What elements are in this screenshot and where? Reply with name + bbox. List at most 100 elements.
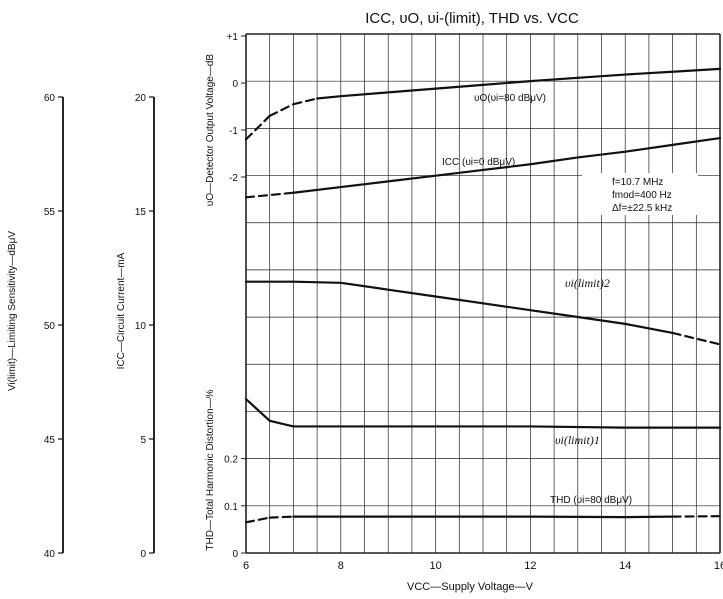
series-line-segment [387,87,437,94]
x-axis-label: VCC—Supply Voltage—V [407,581,534,593]
data-point [292,192,294,194]
data-point [340,95,342,97]
conditions-box [582,173,698,215]
data-point [719,68,721,70]
icc-tick-label: 20 [135,93,147,104]
data-point [292,516,294,518]
data-point [624,73,626,76]
vi-limit-tick-label: 50 [44,321,56,332]
data-point [387,425,389,428]
data-point [529,309,532,311]
data-point [245,398,247,400]
x-tick-label: 6 [243,560,249,572]
x-tick-label: 12 [524,560,536,572]
vi-limit-axis-label: Vi(limit)—Limiting Sensitivity—dBμV [7,231,18,391]
series-line-segment [434,168,485,177]
data-point [577,77,579,79]
condition-deviation: Δf=±22.5 kHz [612,203,672,214]
data-point [624,427,626,429]
data-point [672,332,674,334]
series-line-segment [576,150,627,159]
data-point [245,521,247,523]
data-point [292,281,294,283]
series-line-segment [529,76,579,83]
icc-axis-label: ICC—Circuit Current—mA [116,252,127,369]
data-point [269,517,271,519]
data-point [719,137,721,139]
series-label-vo: υO(υi=80 dBμV) [474,93,546,104]
series-line-segment [339,91,390,98]
data-point [340,282,342,284]
series-label-vi-limit1: υi(limit)1 [555,433,600,447]
icc-scale: ICC—Circuit Current—mA [116,252,127,369]
data-point [269,115,271,117]
thd-tick-label: 0.2 [224,455,238,466]
data-point [482,169,484,171]
vo-tick-label: -1 [229,126,238,137]
data-point [245,138,247,140]
vi-limit-tick-label: 40 [44,549,56,560]
data-point [672,516,674,518]
vo-tick-label: -2 [229,173,238,184]
chart-title: ICC, υO, υi-(limit), THD vs. VCC [365,10,579,27]
data-point [435,175,437,177]
data-point [435,516,437,518]
vo-axis-label: υO—Detector Output Voltage—dB [205,54,216,207]
data-point [269,420,271,422]
series-line-segment [529,309,579,319]
series-line-segment [529,156,579,166]
data-point [292,103,294,105]
series-line-segment [316,95,342,100]
thd-tick-label: 0.1 [224,502,238,513]
data-point [387,289,389,291]
series-line-segment [576,73,627,79]
data-point [529,425,532,428]
series-line-segment [268,515,295,519]
series-line-segment [434,83,485,90]
data-point [292,425,294,428]
grid [245,33,721,554]
series-line-segment [576,315,627,325]
icc-ticks: 0 5 10 15 20 [135,93,155,560]
data-point [316,97,318,100]
data-point [529,163,532,165]
series-label-thd: THD (υi=80 dBμV) [550,495,632,506]
vi-limit-tick-label: 55 [44,207,56,218]
series-line-segment [244,398,271,422]
x-tick-label: 16 [714,560,723,572]
data-point [719,515,721,517]
series-line-segment [292,280,342,284]
data-point [672,71,674,73]
vi-limit-scale: Vi(limit)—Limiting Sensitivity—dBμV [7,231,18,391]
series-line-segment [387,174,437,183]
series-line-segment [624,322,674,335]
data-point [672,144,674,146]
series-line-segment [671,331,722,346]
x-tick-label: 10 [429,560,441,572]
icc-tick-label: 10 [135,321,147,332]
thd-axis-label: THD—Total Harmonic Distortion—% [205,389,216,550]
series-line-segment [671,67,722,73]
vi-limit-tick-label: 60 [44,93,56,104]
data-point [482,84,484,86]
icc-tick-label: 15 [135,207,147,218]
data-point [435,88,437,90]
vo-tick-label: 0 [232,79,238,90]
data-point [624,516,626,518]
series-line-segment [339,281,390,291]
series-line-segment [244,114,271,141]
data-point [719,427,721,429]
data-point [340,425,342,428]
series-line-segment [292,97,319,106]
data-point [624,323,626,325]
series-line-segment [244,516,271,524]
series-lines [244,67,722,524]
data-point [577,316,579,318]
data-point [340,516,342,518]
series-line-segment [481,163,532,172]
series-line-segment [624,70,674,76]
data-point [529,80,532,82]
series-line-segment [529,425,627,429]
data-point [387,180,389,182]
